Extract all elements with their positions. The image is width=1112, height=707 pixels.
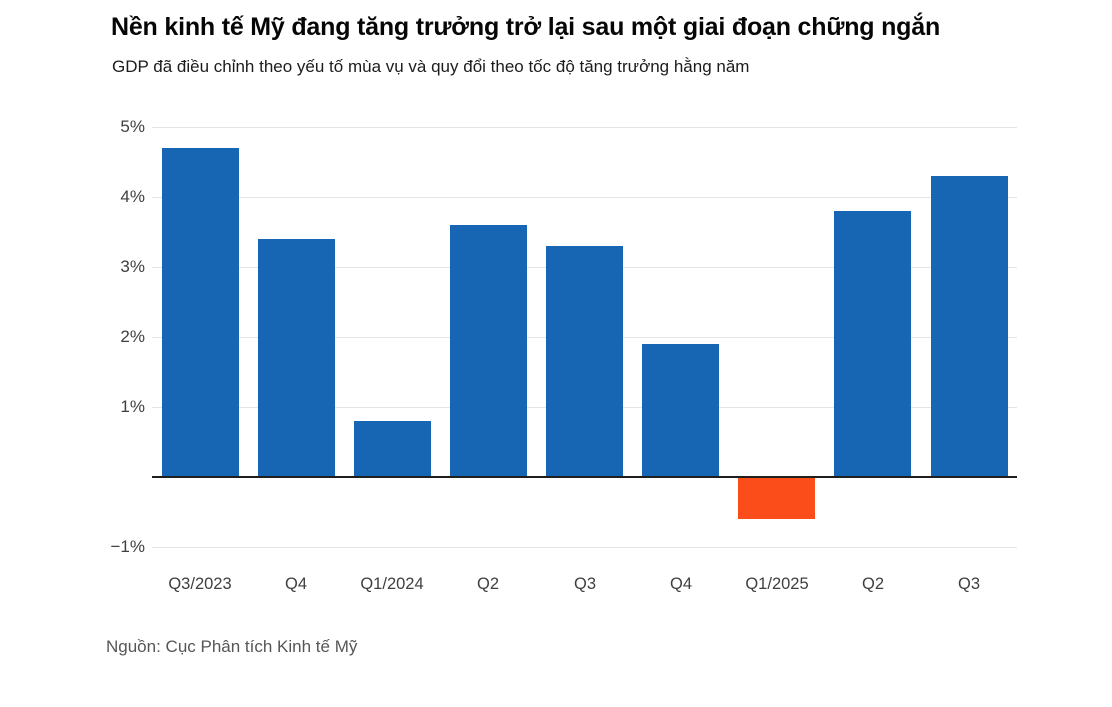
- x-tick-q4: Q4: [284, 575, 308, 593]
- bar-q2: [450, 225, 527, 477]
- gridline--1-: [152, 547, 1017, 548]
- x-tick-q2: Q2: [476, 575, 500, 593]
- bar-q2: [834, 211, 911, 477]
- bar-q4: [258, 239, 335, 477]
- y-tick--1-: −1%: [110, 537, 146, 556]
- source-note: Nguồn: Cục Phân tích Kinh tế Mỹ: [106, 637, 358, 656]
- bar-q3: [931, 176, 1008, 477]
- x-tick-q1-2024: Q1/2024: [360, 575, 424, 593]
- gridline-4-: [152, 197, 1017, 198]
- x-tick-q3-2023: Q3/2023: [168, 575, 232, 593]
- y-tick-5-: 5%: [120, 117, 145, 136]
- y-tick-4-: 4%: [120, 187, 145, 206]
- y-axis: 5% 4% 3% 2% 1% −1%: [0, 117, 146, 556]
- bar-q3-2023: [162, 148, 239, 477]
- zero-baseline: [152, 476, 1017, 478]
- x-tick-q2: Q2: [861, 575, 885, 593]
- bar-q1-2024: [354, 421, 431, 477]
- x-tick-q3: Q3: [957, 575, 981, 593]
- y-tick-2-: 2%: [120, 327, 145, 346]
- x-axis: Q3/2023 Q4 Q1/2024 Q2 Q3 Q4 Q1/2025 Q2 Q3: [152, 575, 1017, 599]
- bar-q4: [642, 344, 719, 477]
- chart-subtitle: GDP đã điều chỉnh theo yếu tố mùa vụ và …: [112, 57, 750, 76]
- y-tick-3-: 3%: [120, 257, 145, 276]
- chart-title: Nền kinh tế Mỹ đang tăng trưởng trở lại …: [111, 13, 941, 41]
- x-tick-q4: Q4: [669, 575, 693, 593]
- plot-area: [152, 127, 1017, 548]
- y-tick-1-: 1%: [120, 397, 145, 416]
- gridline-5-: [152, 127, 1017, 128]
- x-tick-q3: Q3: [573, 575, 597, 593]
- x-tick-q1-2025: Q1/2025: [745, 575, 809, 593]
- bar-q3: [546, 246, 623, 477]
- bar-q1-2025: [738, 477, 815, 519]
